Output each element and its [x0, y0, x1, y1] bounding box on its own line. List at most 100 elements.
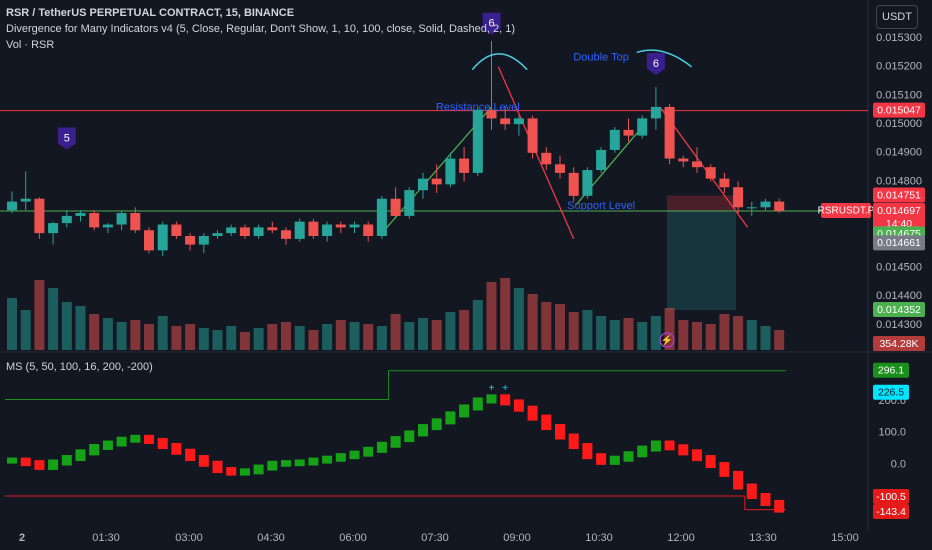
volume-bar — [418, 318, 428, 350]
divergence-marker-badge — [646, 52, 665, 75]
price-axis-tick: 0.014400 — [876, 290, 922, 302]
ms-bar — [404, 430, 415, 443]
volume-bar — [294, 326, 305, 350]
volume-bar — [692, 322, 702, 350]
volume-bar — [733, 316, 744, 350]
candle-body — [335, 224, 346, 228]
ms-bar — [596, 453, 607, 465]
time-axis-tick: 15:00 — [831, 532, 859, 544]
candle-body — [226, 227, 237, 234]
candle-body — [568, 172, 579, 196]
candle-body — [513, 118, 524, 125]
time-axis-tick: 10:30 — [585, 532, 613, 544]
ms-bar — [390, 436, 401, 448]
ms-bar — [623, 451, 634, 462]
ms-bar — [7, 457, 17, 464]
ms-bar — [20, 457, 31, 467]
candle-body — [267, 227, 278, 231]
divergence-marker-badge — [482, 12, 501, 35]
ms-bar — [48, 459, 59, 470]
volume-bar — [541, 302, 552, 350]
chart-annotation: Resistance Level — [436, 101, 520, 113]
price-axis-tick: 0.015100 — [876, 89, 922, 101]
time-axis-tick: 06:00 — [339, 532, 367, 544]
ms-bar — [171, 443, 182, 455]
ms-bar — [144, 434, 154, 444]
volume-bar — [431, 320, 442, 350]
ms-lower-band — [5, 495, 786, 511]
volume-bar — [335, 320, 346, 350]
ms-bar — [472, 397, 483, 411]
ms-bar — [541, 414, 552, 431]
currency-selector[interactable]: USDT — [876, 5, 918, 29]
time-axis-tick: 01:30 — [92, 532, 120, 544]
price-axis-label — [873, 187, 925, 203]
ms-bar — [226, 467, 237, 476]
price-axis-tick: 0.014500 — [876, 261, 922, 273]
volume-bar — [75, 306, 86, 350]
candle-body — [404, 190, 415, 216]
indicator-volume-legend[interactable]: Vol · RSR — [6, 39, 55, 51]
volume-bar — [89, 314, 100, 350]
volume-bar — [349, 322, 360, 350]
volume-bar — [719, 314, 730, 350]
volume-bar — [363, 324, 374, 350]
candle-body — [486, 109, 497, 119]
candle-body — [472, 109, 483, 173]
time-axis-tick: 09:00 — [503, 532, 531, 544]
volume-bar — [7, 298, 17, 350]
ms-bar — [527, 405, 538, 421]
price-axis-label — [873, 102, 925, 118]
ms-bar — [335, 453, 346, 462]
candle-body — [253, 227, 264, 236]
volume-bar — [116, 322, 127, 350]
price-axis-tick: 0.014900 — [876, 147, 922, 159]
candle-body — [294, 221, 305, 239]
ms-bar — [363, 446, 374, 457]
candle-body — [774, 201, 785, 212]
price-axis-label-text: 0.015047 — [877, 104, 921, 116]
volume-bar — [774, 330, 785, 350]
ms-bar — [75, 449, 86, 462]
candle-body — [445, 158, 456, 185]
position-stop-zone — [667, 195, 736, 212]
time-axis-tick: 12:00 — [667, 532, 695, 544]
ms-bar — [61, 455, 72, 466]
candle-body — [20, 198, 31, 202]
volume-bar — [637, 322, 648, 350]
ms-bar — [239, 468, 250, 476]
price-axis-label — [873, 302, 925, 318]
ms-bar — [308, 457, 319, 466]
volume-bar — [568, 312, 579, 350]
candle-body — [719, 178, 730, 188]
volume-bar — [445, 312, 456, 350]
ms-bar — [774, 499, 785, 513]
symbol-title[interactable]: RSR / TetherUS PERPETUAL CONTRACT, 15, B… — [6, 7, 295, 19]
chart-annotation: Support Level — [567, 200, 635, 212]
ms-value-label-text: 296.1 — [878, 365, 904, 377]
indicator-divergence-legend[interactable]: Divergence for Many Indicators v4 (5, Cl… — [6, 23, 515, 35]
ms-value-label — [873, 489, 909, 504]
volume-bar — [308, 330, 319, 350]
volume-bar — [390, 314, 401, 350]
ms-value-label-text: -143.4 — [876, 506, 906, 518]
ms-bar — [705, 455, 716, 469]
candle-body — [281, 230, 291, 239]
price-axis-tick: 0.015300 — [876, 32, 922, 44]
candle-body — [390, 198, 401, 216]
candle-body — [171, 224, 182, 236]
ms-axis-tick: 100.0 — [878, 427, 906, 439]
ms-bar — [459, 404, 470, 418]
ms-bar — [568, 433, 579, 450]
volume-bar — [623, 318, 634, 350]
volume-axis-label-text: 354.28K — [879, 338, 918, 350]
volume-bar — [404, 322, 415, 350]
candle-body — [459, 158, 470, 173]
volume-bar — [459, 310, 470, 350]
volume-axis-label — [873, 336, 925, 351]
price-axis-tick: 0.014800 — [876, 175, 922, 187]
volume-bar — [130, 320, 141, 350]
ms-bar — [349, 450, 360, 460]
candle-body — [198, 236, 209, 245]
